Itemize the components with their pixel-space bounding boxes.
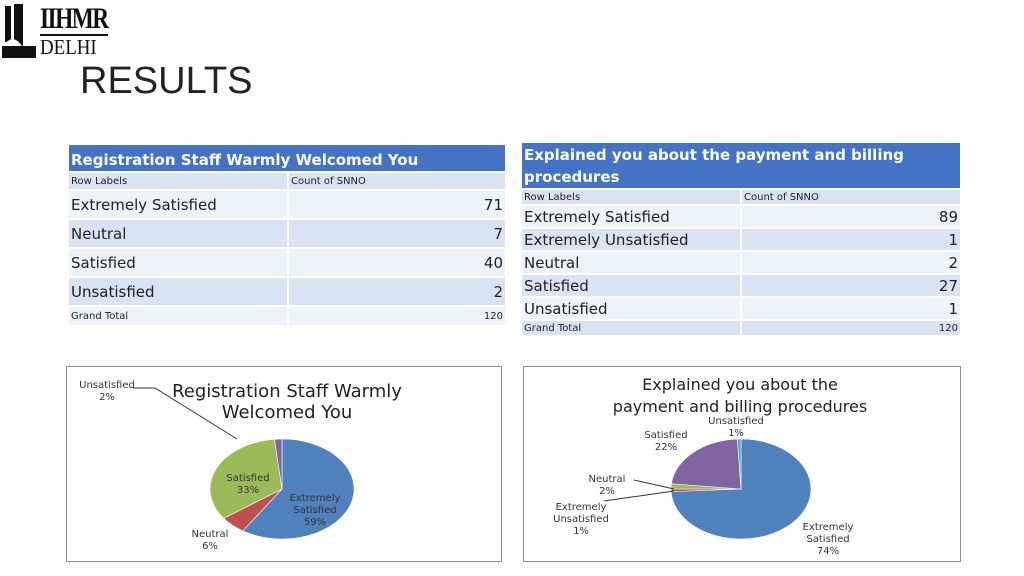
row-value: 71: [288, 190, 505, 220]
billing-pie-svg: Explained you about the payment and bill…: [553, 375, 867, 557]
column-header-count: Count of SNNO: [741, 189, 960, 206]
column-header-row-labels: Row Labels: [69, 172, 289, 191]
table-title: Registration Staff Warmly Welcomed You: [69, 145, 505, 173]
table-title-line2: procedures: [524, 167, 620, 186]
row-label: Unsatisfied: [69, 277, 289, 307]
pie-slices: [670, 438, 812, 540]
slice-label-unsatisfied: Unsatisfied: [79, 380, 135, 391]
chart-title-line1: Explained you about the: [642, 375, 838, 394]
leader-line-neutral: [633, 479, 675, 490]
slice-label-satisfied: Satisfied: [226, 473, 269, 484]
slice-pct-unsatisfied: 1%: [728, 428, 744, 439]
table-row: Satisfied 27: [522, 274, 960, 298]
slice-label-unsatisfied: Unsatisfied: [708, 416, 764, 427]
grand-total-row: Grand Total 120: [522, 320, 960, 337]
pie-slices: [209, 438, 355, 540]
row-value: 40: [288, 248, 505, 278]
row-value: 27: [741, 274, 960, 298]
pie-slice-unsatisfied: [737, 438, 742, 490]
grand-total-value: 120: [741, 320, 960, 337]
row-label: Satisfied: [69, 248, 289, 278]
slice-label-satisfied: Satisfied: [644, 430, 687, 441]
chart-title-line1: Registration Staff Warmly: [172, 381, 402, 402]
chart-title-line2: payment and billing procedures: [613, 397, 867, 416]
slice-pct-extremely-satisfied: 74%: [817, 546, 839, 557]
slice-pct-unsatisfied: 2%: [99, 392, 115, 403]
slice-label-extremely-unsatisfied-1: Extremely: [556, 502, 607, 513]
registration-pie-svg: Registration Staff Warmly Welcomed You U…: [79, 380, 402, 552]
chart-title-line2: Welcomed You: [222, 402, 353, 423]
logo-text-delhi: DELHI: [40, 35, 97, 59]
pie-slice-unsatisfied: [274, 438, 283, 490]
logo-divider: [40, 34, 108, 36]
slice-label-neutral: Neutral: [192, 529, 229, 540]
table-row: Neutral 7: [69, 219, 505, 249]
slice-label-extremely-satisfied-2: Satisfied: [293, 505, 336, 516]
slice-label-extremely-satisfied-2: Satisfied: [806, 534, 849, 545]
logo-text-iihmr: IIHMR: [40, 2, 109, 35]
slice-label-extremely-unsatisfied-2: Unsatisfied: [553, 514, 609, 525]
slice-label-extremely-satisfied-1: Extremely: [290, 493, 341, 504]
slice-pct-satisfied: 22%: [655, 442, 677, 453]
table-row: Satisfied 40: [69, 248, 505, 278]
slice-pct-satisfied: 33%: [237, 485, 259, 496]
row-label: Satisfied: [522, 274, 742, 298]
slice-pct-extremely-unsatisfied: 1%: [573, 526, 589, 537]
column-header-count: Count of SNNO: [288, 172, 505, 191]
row-value: 1: [741, 228, 960, 252]
row-label: Extremely Satisfied: [69, 190, 289, 220]
row-label: Neutral: [69, 219, 289, 249]
row-value: 2: [741, 251, 960, 275]
pie-slice-extremely-satisfied: [242, 438, 355, 540]
row-label: Extremely Satisfied: [522, 205, 742, 229]
slice-pct-neutral: 6%: [202, 541, 218, 552]
slice-label-neutral: Neutral: [589, 474, 626, 485]
registration-pie-chart: Registration Staff Warmly Welcomed You U…: [66, 366, 502, 562]
slice-pct-extremely-satisfied: 59%: [304, 517, 326, 528]
table-row: Unsatisfied 2: [69, 277, 505, 307]
grand-total-value: 120: [288, 306, 505, 327]
table-row: Extremely Satisfied 89: [522, 205, 960, 229]
logo-mark-icon: [2, 4, 36, 58]
table-title: Explained you about the payment and bill…: [522, 143, 960, 190]
slice-label-extremely-satisfied-1: Extremely: [803, 522, 854, 533]
table-row: Unsatisfied 1: [522, 297, 960, 321]
row-label: Unsatisfied: [522, 297, 742, 321]
table-title-line1: Explained you about the payment and bill…: [524, 145, 904, 164]
page-title: RESULTS: [80, 60, 253, 102]
row-value: 7: [288, 219, 505, 249]
pie-slice-satisfied: [671, 438, 742, 490]
grand-total-label: Grand Total: [69, 306, 289, 327]
registration-table: Registration Staff Warmly Welcomed You R…: [69, 145, 505, 327]
row-value: 2: [288, 277, 505, 307]
grand-total-label: Grand Total: [522, 320, 742, 337]
slice-pct-neutral: 2%: [599, 486, 615, 497]
leader-line: [133, 387, 238, 440]
grand-total-row: Grand Total 120: [69, 306, 505, 327]
table-row: Neutral 2: [522, 251, 960, 275]
pie-slice-satisfied: [209, 438, 283, 519]
table-row: Extremely Satisfied 71: [69, 190, 505, 220]
row-label: Neutral: [522, 251, 742, 275]
iihmr-logo: IIHMR DELHI: [0, 0, 112, 62]
row-value: 89: [741, 205, 960, 229]
row-label: Extremely Unsatisfied: [522, 228, 742, 252]
leader-line-extremely-unsatisfied: [603, 490, 675, 502]
billing-table: Explained you about the payment and bill…: [522, 143, 960, 337]
row-value: 1: [741, 297, 960, 321]
billing-pie-chart: Explained you about the payment and bill…: [523, 366, 961, 562]
column-header-row-labels: Row Labels: [522, 189, 742, 206]
table-row: Extremely Unsatisfied 1: [522, 228, 960, 252]
